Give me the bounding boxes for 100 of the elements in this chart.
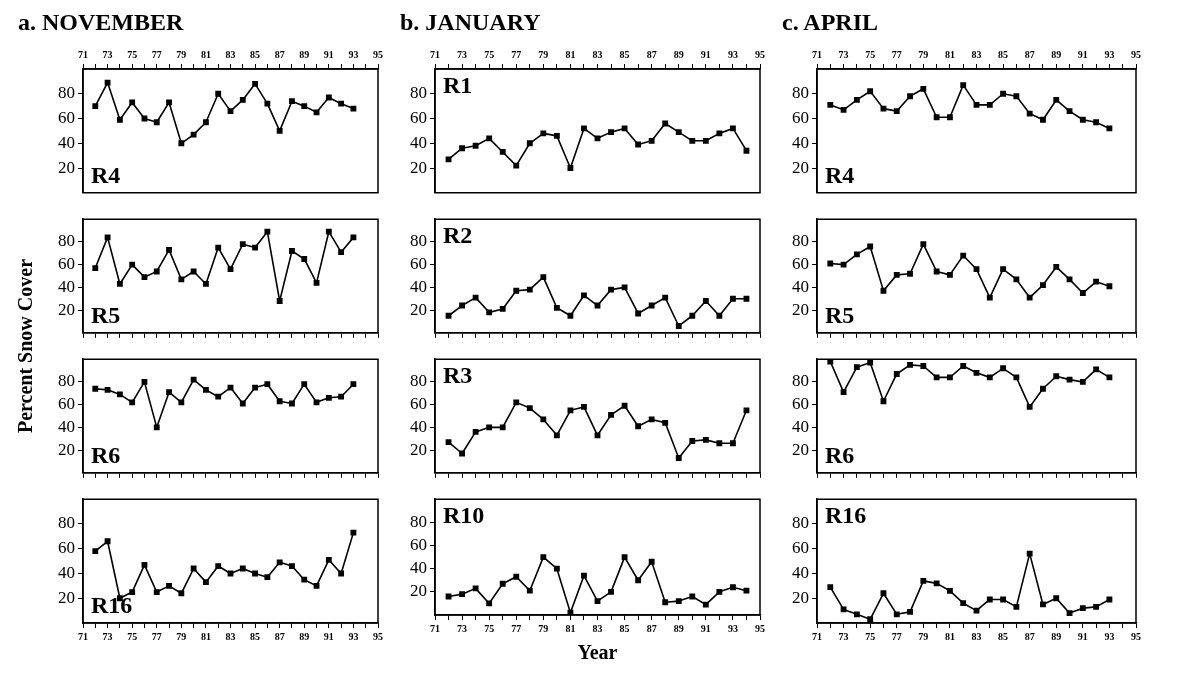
point — [1066, 108, 1073, 115]
point — [1040, 116, 1046, 123]
point — [608, 588, 614, 595]
x-tick-label: 73 — [838, 48, 849, 60]
point — [129, 399, 136, 406]
annotation: R10 — [443, 502, 485, 529]
point — [513, 162, 520, 169]
point — [880, 287, 887, 294]
point — [472, 585, 479, 592]
y-tick-label: 40 — [58, 276, 75, 296]
point — [1066, 376, 1073, 383]
point — [716, 440, 723, 447]
point — [730, 295, 736, 302]
point — [190, 565, 197, 572]
point — [472, 294, 479, 301]
point — [499, 149, 506, 155]
point — [973, 607, 980, 614]
point — [338, 393, 345, 400]
point — [880, 398, 887, 405]
point — [1106, 596, 1113, 603]
point — [743, 407, 750, 414]
x-tick-label: 95 — [1131, 48, 1141, 60]
point — [313, 279, 320, 286]
point — [1026, 294, 1033, 301]
x-tick-label: 93 — [727, 48, 738, 60]
point — [730, 584, 736, 591]
y-tick-label: 40 — [410, 558, 427, 578]
point — [289, 400, 295, 407]
x-tick-label: 79 — [538, 48, 549, 60]
point — [840, 389, 847, 396]
point — [840, 106, 847, 113]
point — [986, 374, 993, 381]
point — [594, 598, 601, 605]
chart-title: b. JANUARY — [400, 9, 541, 35]
point — [276, 559, 283, 566]
y-tick-label: 80 — [792, 231, 809, 251]
x-tick-label: 91 — [323, 630, 334, 642]
x-tick-label: 71 — [430, 48, 440, 60]
x-tick-label: 81 — [565, 48, 576, 60]
y-tick-label: 80 — [58, 371, 75, 391]
point — [840, 606, 847, 613]
point — [445, 156, 452, 163]
x-tick-label: 85 — [619, 48, 630, 60]
point — [116, 116, 123, 123]
point — [472, 142, 479, 149]
x-tick-label: 91 — [1077, 48, 1088, 60]
point — [350, 234, 357, 241]
point — [166, 246, 172, 253]
point — [472, 428, 479, 435]
y-tick-label: 60 — [792, 107, 809, 127]
point — [907, 361, 913, 368]
point — [499, 424, 506, 431]
point — [1026, 403, 1033, 410]
y-tick-label: 20 — [410, 299, 427, 319]
point — [567, 407, 574, 414]
y-tick-label: 60 — [410, 254, 427, 274]
point — [581, 292, 587, 299]
x-tick-label: 79 — [918, 48, 929, 60]
point — [540, 274, 547, 281]
x-tick-label: 89 — [1051, 48, 1062, 60]
x-tick-label: 83 — [225, 630, 236, 642]
x-tick-label: 83 — [592, 48, 603, 60]
x-tick-label: 85 — [998, 48, 1009, 60]
point — [129, 589, 136, 595]
y-tick-label: 80 — [410, 371, 427, 391]
point — [648, 137, 655, 144]
x-tick-label: 75 — [865, 630, 876, 642]
point — [621, 284, 628, 291]
x-tick-label: 73 — [102, 48, 113, 60]
point — [867, 243, 874, 250]
point — [239, 97, 246, 103]
x-tick-label: 85 — [998, 630, 1009, 642]
x-tick-label: 85 — [250, 48, 261, 60]
x-tick-label: 81 — [565, 622, 576, 634]
x-tick-label: 79 — [918, 630, 929, 642]
point — [853, 251, 860, 258]
x-tick-label: 73 — [457, 48, 468, 60]
point — [689, 593, 696, 600]
point — [190, 376, 197, 383]
point — [239, 565, 246, 572]
point — [1066, 276, 1073, 283]
point — [445, 439, 452, 446]
y-tick-label: 40 — [410, 416, 427, 436]
x-tick-label: 95 — [1131, 630, 1141, 642]
point — [662, 120, 669, 127]
point — [203, 579, 209, 586]
point — [1040, 385, 1046, 392]
point — [635, 577, 642, 584]
y-tick-label: 40 — [410, 132, 427, 152]
x-tick-label: 93 — [727, 622, 738, 634]
point — [252, 80, 259, 87]
point — [486, 135, 493, 142]
point — [743, 587, 750, 594]
point — [499, 306, 506, 312]
point — [867, 359, 874, 366]
point — [730, 125, 736, 132]
point — [840, 261, 847, 268]
point — [459, 145, 466, 152]
point — [880, 590, 887, 597]
point — [203, 119, 209, 126]
